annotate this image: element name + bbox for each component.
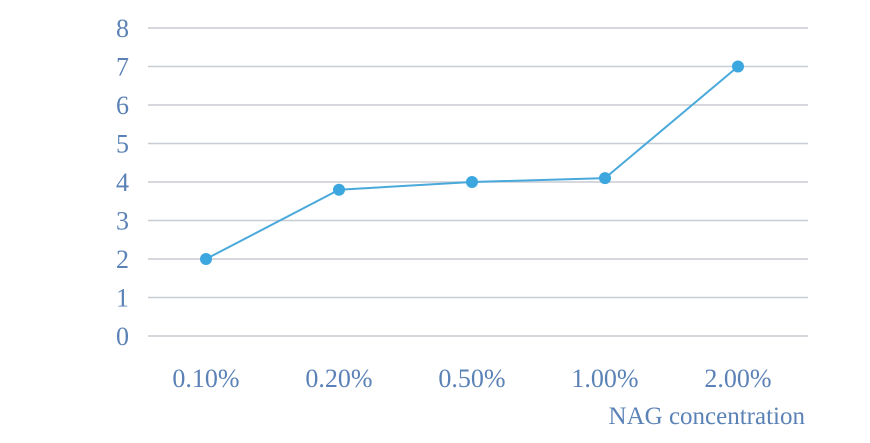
y-tick-label: 0: [116, 322, 129, 351]
y-tick-label: 3: [116, 207, 129, 236]
y-tick-label: 8: [116, 14, 129, 43]
x-tick-label: 0.50%: [438, 364, 505, 393]
x-axis-tick-labels: 0.10% 0.20% 0.50% 1.00% 2.00%: [172, 364, 771, 393]
x-axis-title: NAG concentration: [609, 403, 806, 430]
y-tick-label: 2: [116, 245, 129, 274]
y-tick-label: 5: [116, 130, 129, 159]
data-point-2.00%: [732, 60, 744, 73]
y-tick-label: 7: [116, 53, 129, 82]
data-point-0.50%: [466, 176, 478, 188]
y-tick-label: 1: [116, 284, 129, 313]
x-tick-label: 1.00%: [571, 364, 638, 393]
y-tick-label: 4: [116, 168, 129, 197]
series-layer: [200, 60, 744, 265]
data-point-1.00%: [599, 172, 611, 185]
y-axis-tick-labels: 0 1 2 3 4 5 6 7 8: [116, 14, 129, 351]
series-line: [205, 65, 739, 260]
data-point-0.10%: [200, 253, 212, 265]
y-tick-label: 6: [116, 91, 129, 120]
data-point-0.20%: [333, 183, 345, 196]
x-tick-label: 0.10%: [172, 364, 239, 393]
x-tick-label: 2.00%: [704, 364, 771, 393]
x-tick-label: 0.20%: [305, 364, 372, 393]
